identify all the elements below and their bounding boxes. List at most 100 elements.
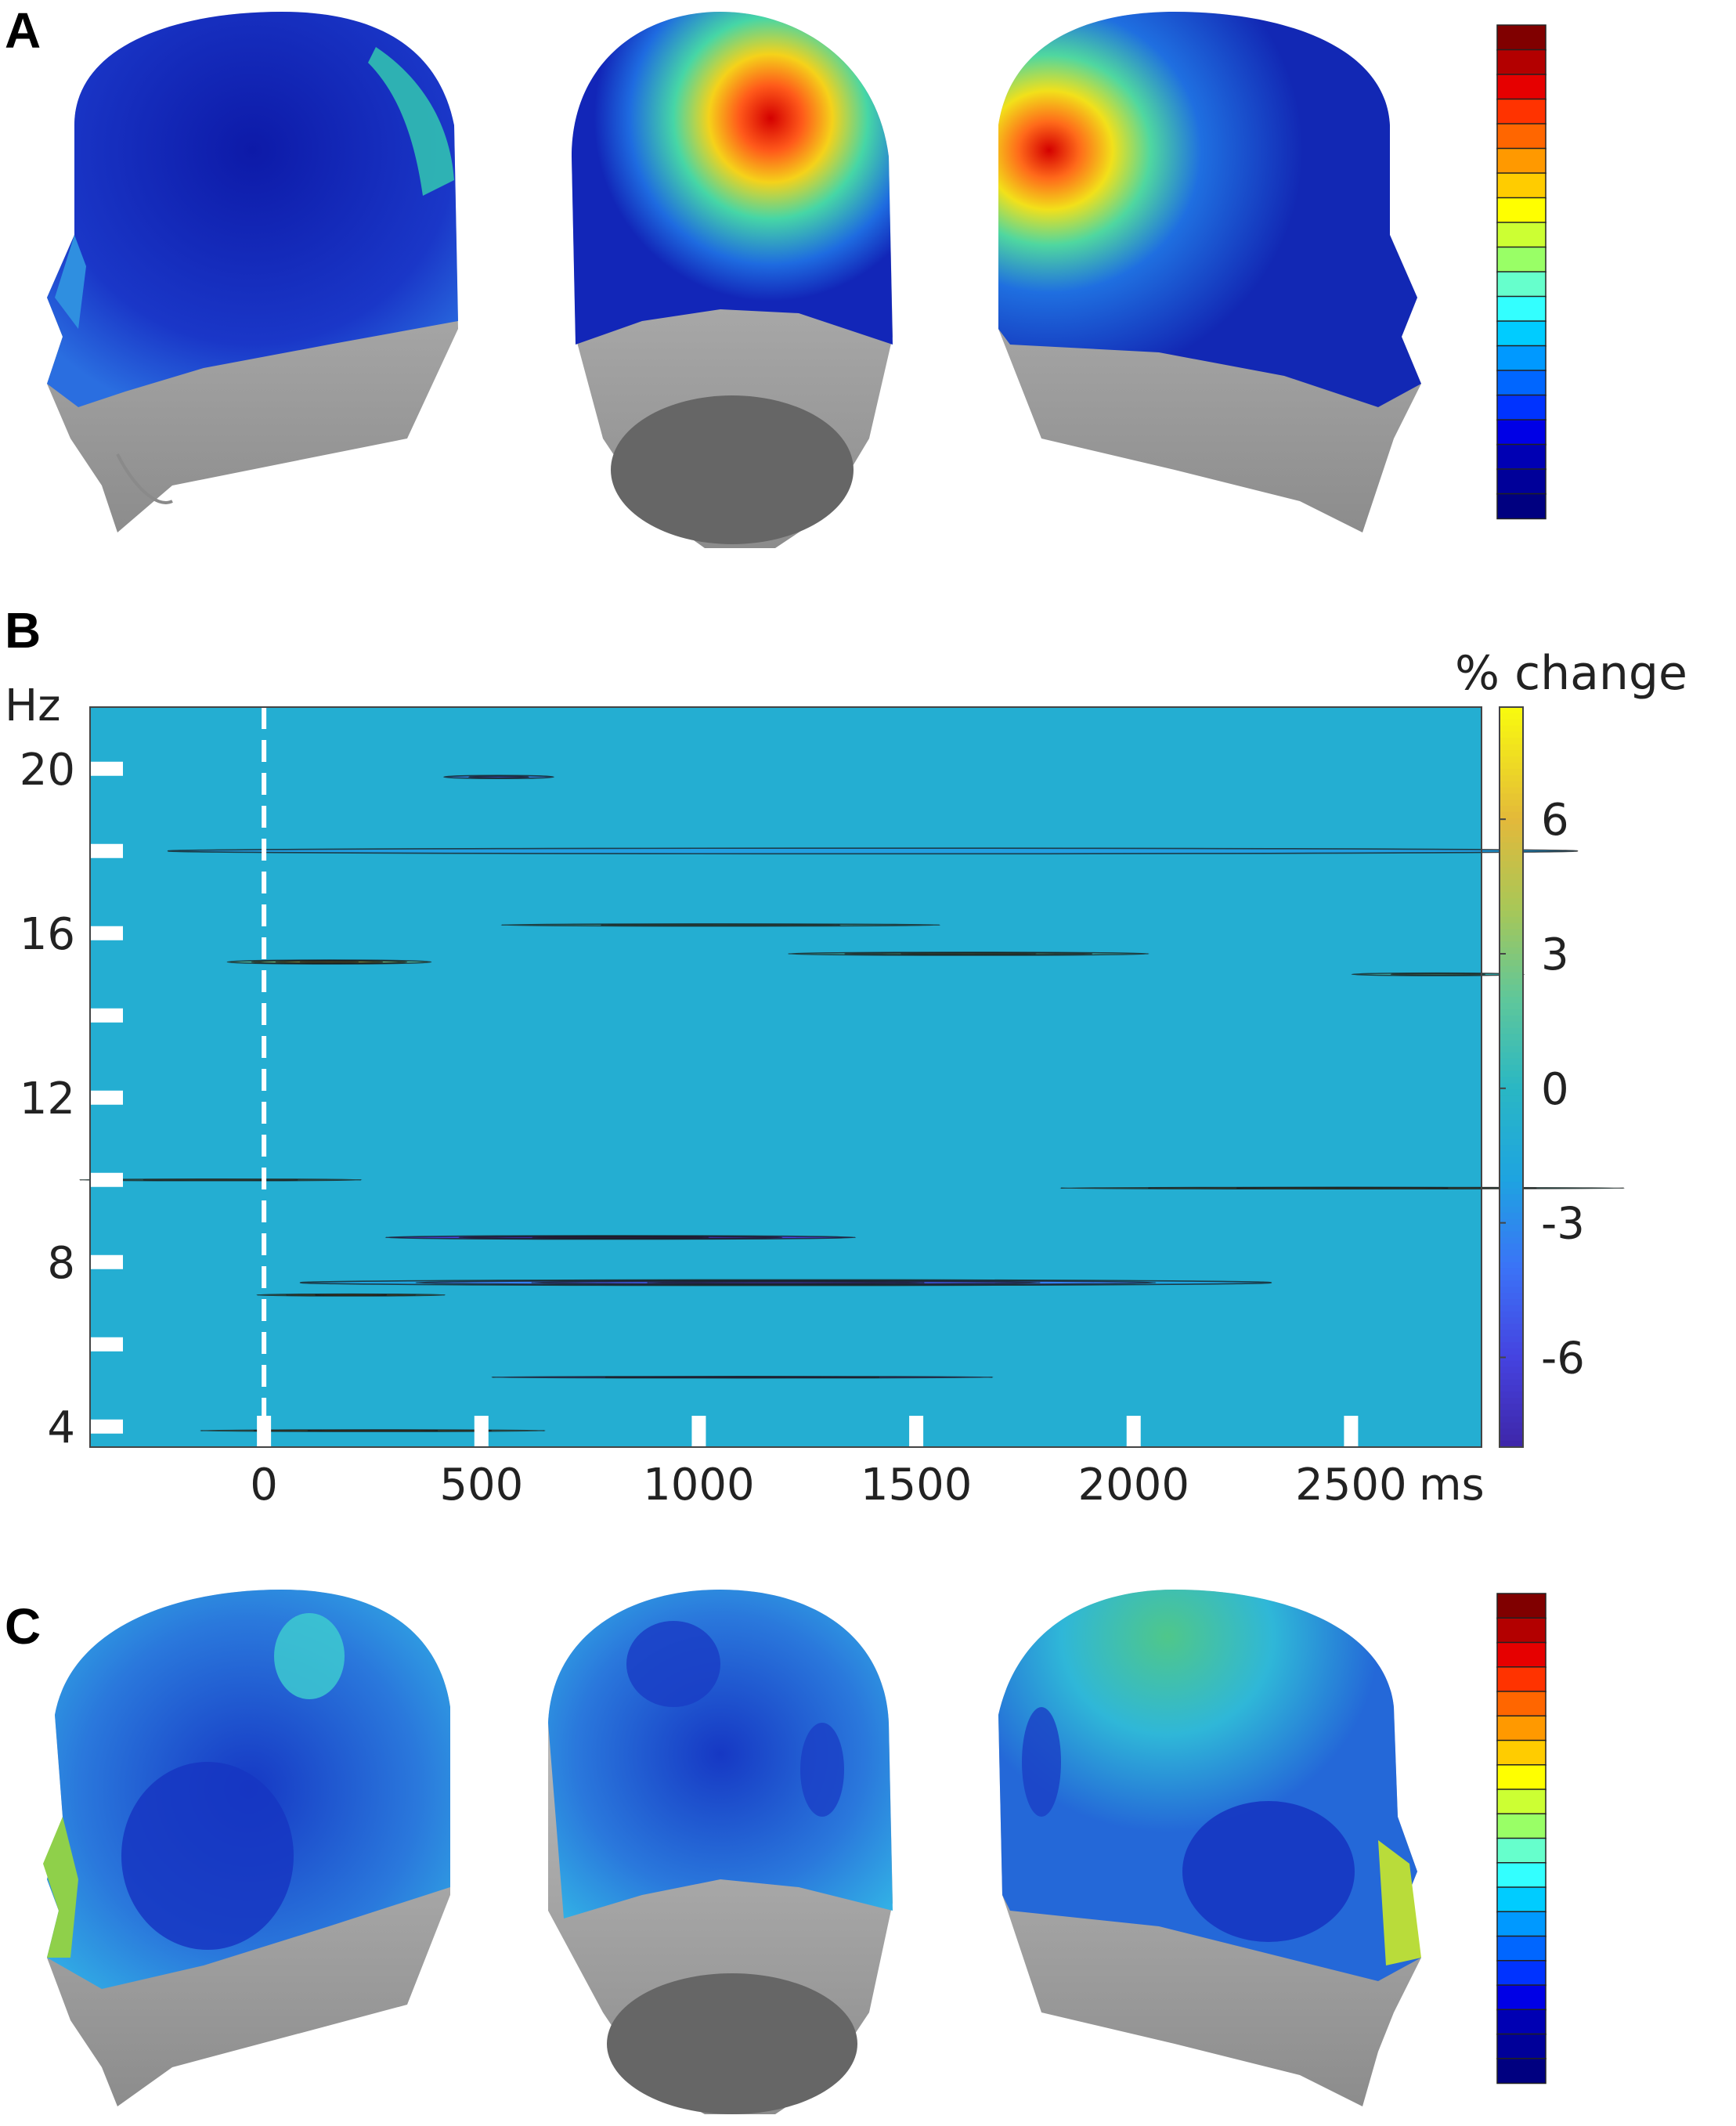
colorbar-segment <box>1500 1151 1523 1158</box>
y-tick-label: 4 <box>47 1402 75 1453</box>
colorbar-step <box>1496 468 1547 495</box>
colorbar-segment <box>1500 910 1523 918</box>
colorbar-segment <box>1500 1132 1523 1140</box>
colorbar-segment <box>1500 1379 1523 1387</box>
colorbar-segment <box>1500 867 1523 875</box>
colorbar-segment <box>1500 1089 1523 1096</box>
colorbar-segment <box>1500 830 1523 838</box>
heatmap-background <box>90 707 1482 1447</box>
y-major-ticks <box>90 761 123 1434</box>
contour-prestim-alpha <box>143 1179 298 1182</box>
x-tick-mark <box>691 1416 706 1447</box>
panel-a-head-back <box>572 12 893 548</box>
heatmap-contours <box>78 774 1626 1432</box>
colorbar-segment <box>1500 879 1523 887</box>
contour-beta-late-1 <box>600 923 841 926</box>
colorbar-segment <box>1500 793 1523 800</box>
colorbar-segment <box>1500 1385 1523 1392</box>
colorbar-segment <box>1500 818 1523 825</box>
x-tick-label: 0 <box>250 1460 278 1511</box>
colorbar-segment <box>1500 929 1523 937</box>
colorbar-step <box>1496 1666 1547 1693</box>
panel-c-colorbar <box>1496 1593 1547 2084</box>
colorbar-step <box>1496 493 1547 520</box>
colorbar-segment <box>1500 1231 1523 1239</box>
heatmap-frame <box>89 706 1482 1448</box>
colorbar-segment <box>1500 744 1523 751</box>
colorbar-tick-labels: 6 3 0 -3 -6 <box>1500 795 1585 1384</box>
colorbar-step <box>1496 1617 1547 1644</box>
colorbar-segment <box>1500 811 1523 819</box>
colorbar-segment <box>1500 1274 1523 1282</box>
colorbar-segment <box>1500 1262 1523 1269</box>
colorbar-step <box>1496 1960 1547 1987</box>
panel-a-heads <box>47 12 1421 548</box>
colorbar-step <box>1496 1739 1547 1766</box>
colorbar-segment <box>1500 861 1523 868</box>
colorbar-segment <box>1500 1046 1523 1053</box>
colorbar-segment <box>1500 1243 1523 1251</box>
panel-c-head-back <box>548 1590 893 2114</box>
colorbar-segment <box>1500 756 1523 763</box>
colorbar-segment <box>1500 1021 1523 1029</box>
colorbar-step <box>1496 1691 1547 1717</box>
colorbar-segment <box>1500 1064 1523 1072</box>
x-tick-mark <box>1126 1416 1141 1447</box>
colorbar-segment <box>1500 1311 1523 1319</box>
colorbar-segment <box>1500 1280 1523 1288</box>
colorbar-segment <box>1500 959 1523 967</box>
colorbar-step <box>1496 295 1547 323</box>
colorbar-step <box>1496 123 1547 150</box>
colorbar-step <box>1496 1789 1547 1815</box>
colorbar-step <box>1496 98 1547 125</box>
colorbar-segment <box>1500 1175 1523 1183</box>
colorbar-segment <box>1500 1009 1523 1016</box>
colorbar-step <box>1496 1715 1547 1742</box>
colorbar-step <box>1496 74 1547 100</box>
colorbar-segment <box>1500 1373 1523 1381</box>
colorbar-step <box>1496 443 1547 471</box>
colorbar-segment <box>1500 1188 1523 1195</box>
colorbar-segment <box>1500 1003 1523 1010</box>
colorbar-segment <box>1500 1348 1523 1355</box>
colorbar-segment <box>1500 781 1523 789</box>
y-tick-mark <box>90 926 123 940</box>
colorbar-segment <box>1500 1120 1523 1128</box>
panel-b-colorbar <box>1499 706 1524 1448</box>
colorbar-segment <box>1500 1182 1523 1189</box>
colorbar-segment <box>1500 1058 1523 1066</box>
colorbar-segment <box>1500 966 1523 973</box>
panel-a-head-left <box>47 12 458 532</box>
panel-letter-a: A <box>5 2 42 59</box>
colorbar-segment <box>1500 922 1523 930</box>
x-unit-label: ms <box>1419 1460 1485 1511</box>
colorbar-segment <box>1500 1145 1523 1152</box>
colorbar-segment <box>1500 800 1523 807</box>
colorbar-segment <box>1500 731 1523 739</box>
colorbar-segment <box>1500 1330 1523 1337</box>
colorbar-segment <box>1500 738 1523 745</box>
contour-beta-decrease <box>467 775 529 779</box>
panel-a-head-right <box>998 12 1421 532</box>
colorbar-segment <box>1500 1095 1523 1103</box>
colorbar-segment <box>1500 1293 1523 1300</box>
colorbar-segment <box>1500 1237 1523 1244</box>
colorbar-step <box>1496 246 1547 273</box>
x-tick-marks <box>257 1416 1359 1447</box>
colorbar-segment <box>1500 1354 1523 1362</box>
colorbar-segment <box>1500 1416 1523 1424</box>
x-tick-labels: 0 500 1000 1500 2000 2500 <box>250 1460 1406 1511</box>
colorbar-step <box>1496 1911 1547 1937</box>
colorbar-segment <box>1500 1194 1523 1201</box>
y-tick-label: 8 <box>47 1238 75 1289</box>
colorbar-segment <box>1500 1102 1523 1109</box>
x-tick-label: 500 <box>439 1460 523 1511</box>
colorbar-title: % change <box>1455 646 1687 701</box>
colorbar-tick-label: 3 <box>1541 929 1569 980</box>
colorbar-step <box>1496 1837 1547 1864</box>
colorbar-step <box>1496 1764 1547 1791</box>
colorbar-segment <box>1500 1157 1523 1164</box>
y-tick-mark <box>90 1419 123 1434</box>
y-minor-tick-mark <box>90 843 123 858</box>
colorbar-step <box>1496 1813 1547 1839</box>
